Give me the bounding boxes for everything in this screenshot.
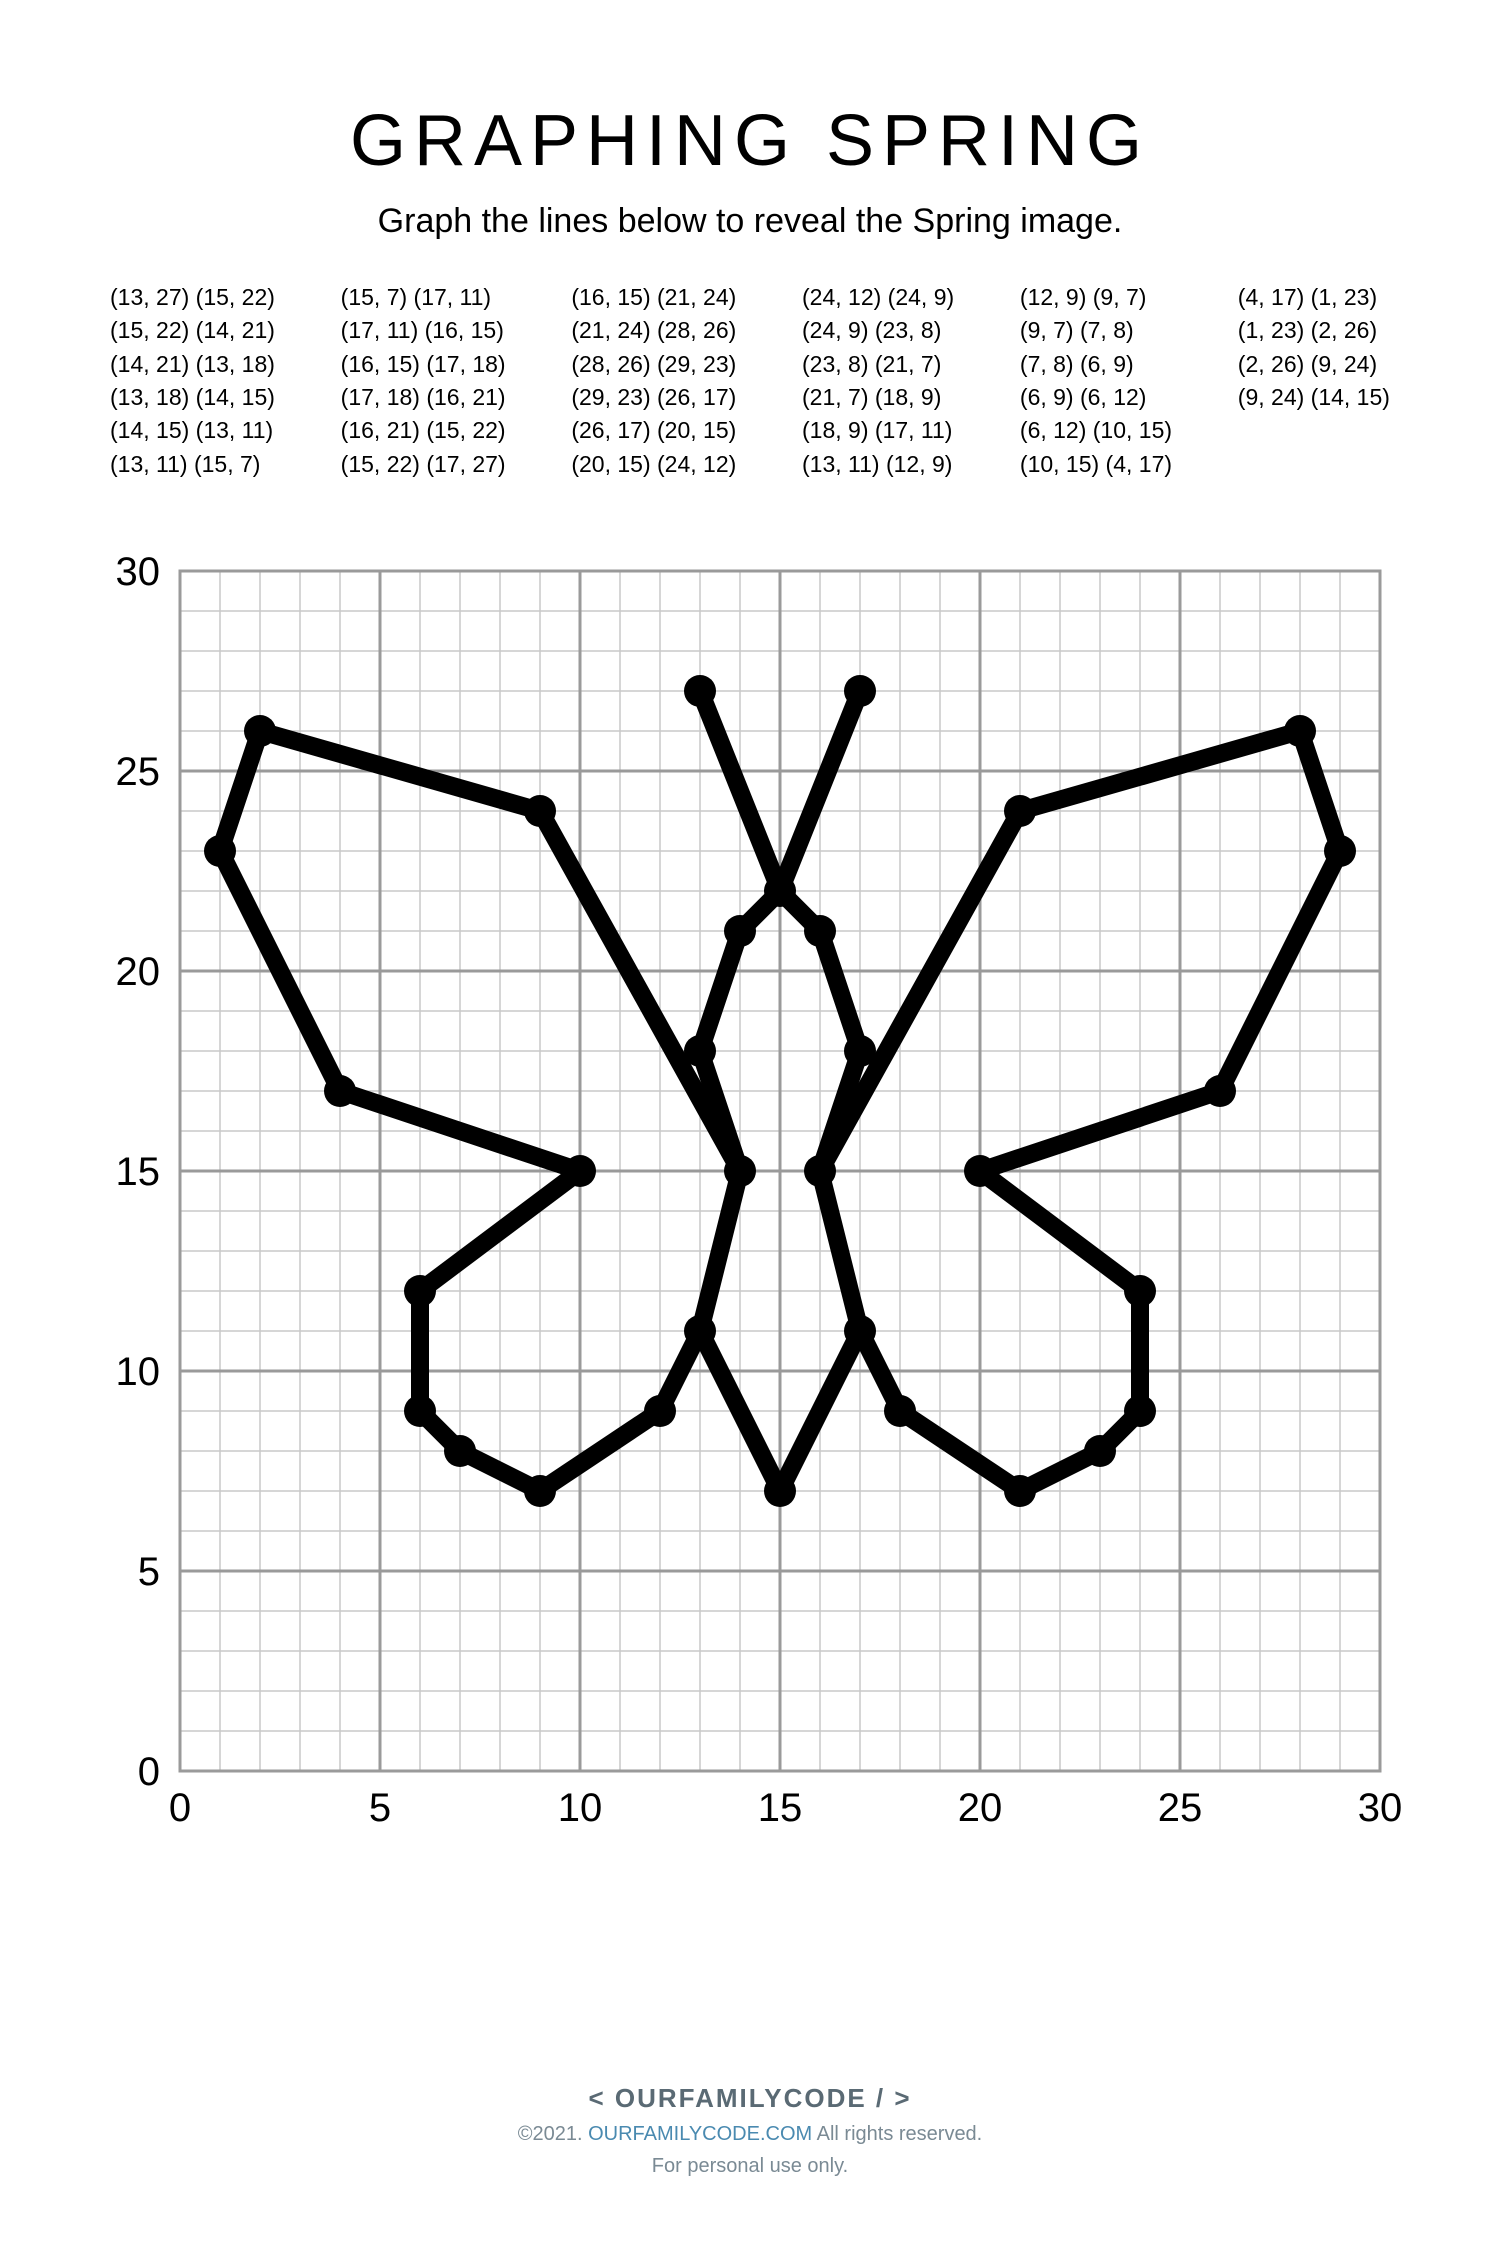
graph-chart: 0 5 10 15 20 25 30 0 5 10 15 20 25 30 bbox=[80, 551, 1420, 1856]
coord-column: (24, 12) (24, 9) (24, 9) (23, 8) (23, 8)… bbox=[802, 281, 954, 481]
coordinate-list: (13, 27) (15, 22) (15, 22) (14, 21) (14,… bbox=[110, 281, 1390, 481]
brand-text: OURFAMILYCODE bbox=[606, 2083, 876, 2113]
svg-text:30: 30 bbox=[1358, 1786, 1403, 1830]
angle-right-icon: / > bbox=[876, 2083, 912, 2113]
chart-svg: 0 5 10 15 20 25 30 0 5 10 15 20 25 30 bbox=[80, 551, 1420, 1851]
svg-text:10: 10 bbox=[558, 1786, 603, 1830]
coord-column: (12, 9) (9, 7) (9, 7) (7, 8) (7, 8) (6, … bbox=[1020, 281, 1172, 481]
svg-text:0: 0 bbox=[169, 1786, 191, 1830]
page-subtitle: Graph the lines below to reveal the Spri… bbox=[80, 202, 1420, 241]
svg-text:5: 5 bbox=[369, 1786, 391, 1830]
svg-text:30: 30 bbox=[116, 551, 161, 594]
svg-text:15: 15 bbox=[116, 1150, 161, 1194]
footer: < OURFAMILYCODE / > ©2021. OURFAMILYCODE… bbox=[0, 2080, 1500, 2180]
worksheet-page: GRAPHING SPRING Graph the lines below to… bbox=[0, 0, 1500, 2250]
svg-text:0: 0 bbox=[138, 1750, 160, 1794]
footer-link: OURFAMILYCODE.COM bbox=[588, 2123, 812, 2145]
svg-text:15: 15 bbox=[758, 1786, 803, 1830]
coord-column: (13, 27) (15, 22) (15, 22) (14, 21) (14,… bbox=[110, 281, 275, 481]
svg-text:25: 25 bbox=[116, 750, 161, 794]
footer-brand: < OURFAMILYCODE / > bbox=[0, 2080, 1500, 2116]
coord-column: (4, 17) (1, 23) (1, 23) (2, 26) (2, 26) … bbox=[1238, 281, 1390, 481]
copyright-suffix: All rights reserved. bbox=[812, 2123, 982, 2145]
page-title: GRAPHING SPRING bbox=[80, 100, 1420, 182]
svg-text:10: 10 bbox=[116, 1350, 161, 1394]
coord-column: (16, 15) (21, 24) (21, 24) (28, 26) (28,… bbox=[571, 281, 736, 481]
coord-column: (15, 7) (17, 11) (17, 11) (16, 15) (16, … bbox=[341, 281, 506, 481]
copyright-prefix: ©2021. bbox=[518, 2123, 588, 2145]
svg-text:20: 20 bbox=[958, 1786, 1003, 1830]
svg-text:25: 25 bbox=[1158, 1786, 1203, 1830]
angle-left-icon: < bbox=[588, 2083, 605, 2113]
footer-usage: For personal use only. bbox=[0, 2152, 1500, 2180]
svg-text:5: 5 bbox=[138, 1550, 160, 1594]
footer-copyright: ©2021. OURFAMILYCODE.COM All rights rese… bbox=[0, 2120, 1500, 2148]
svg-text:20: 20 bbox=[116, 950, 161, 994]
